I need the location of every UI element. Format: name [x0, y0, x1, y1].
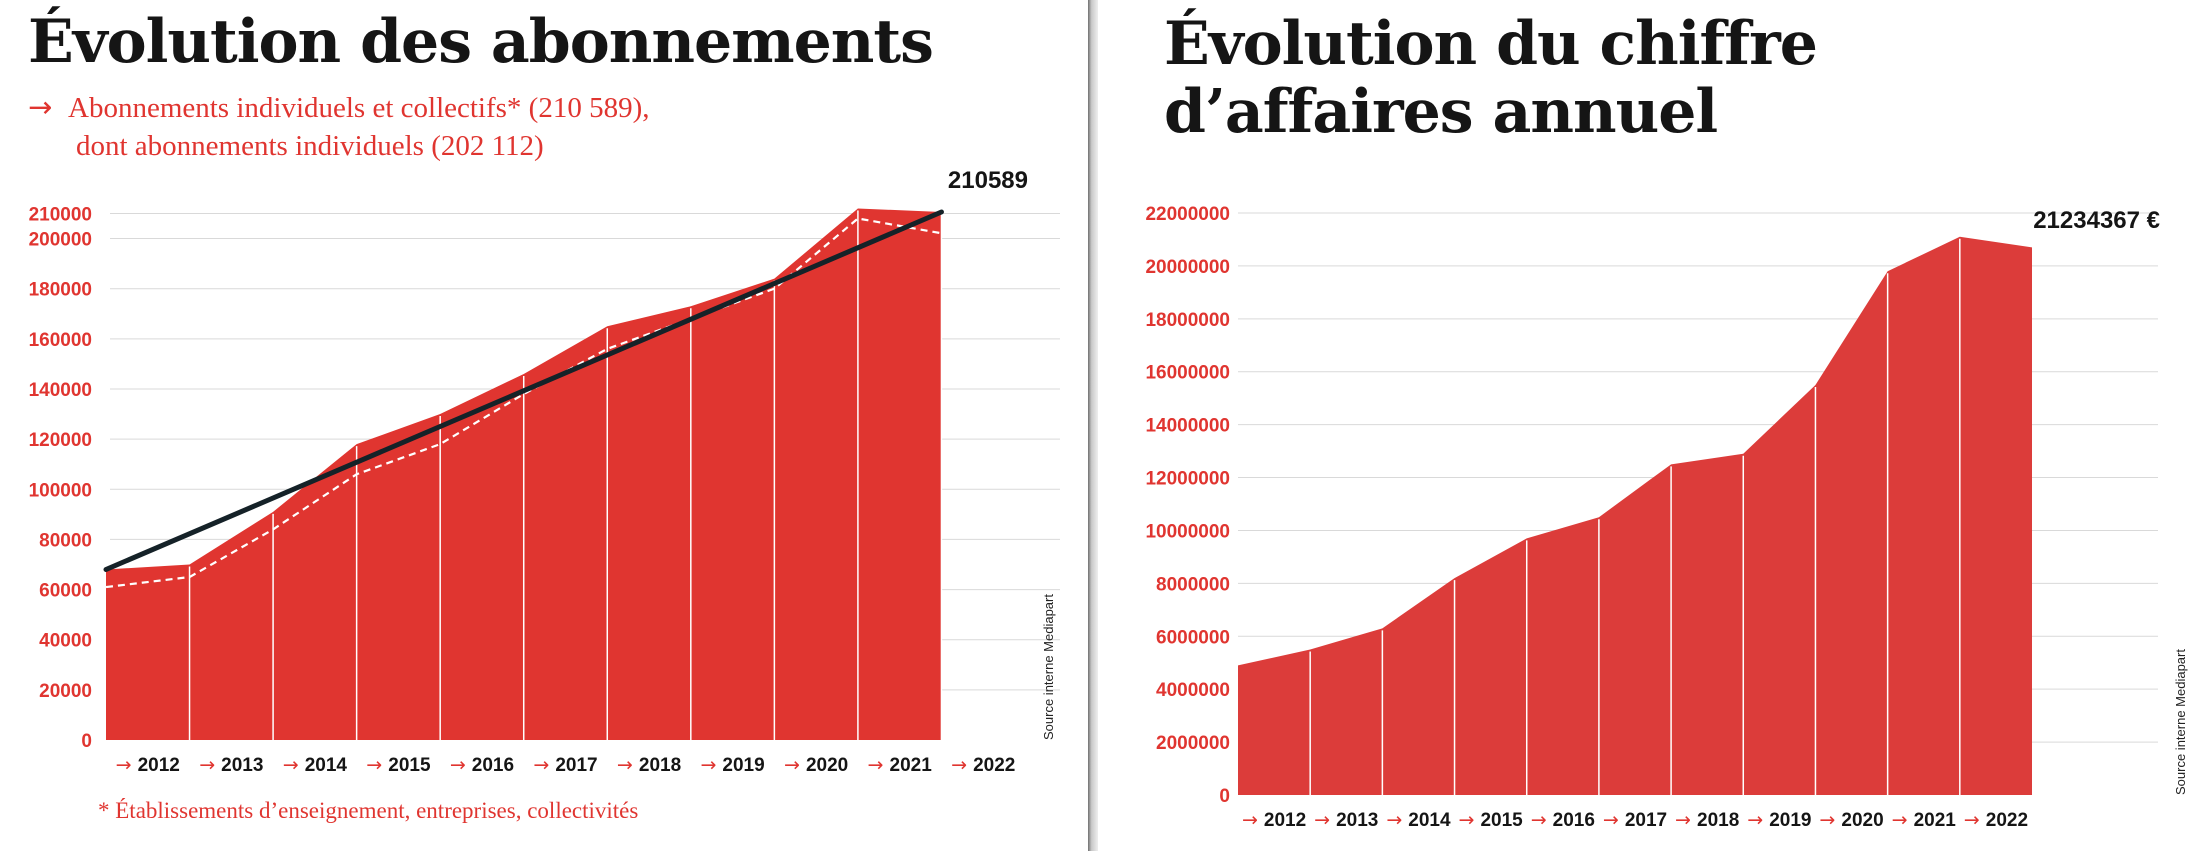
subscriptions-chart: 0 20000 40000 60000 80000 100000 120000 140000 1… — [29, 167, 1060, 776]
y-tick-label: 12000000 — [1145, 469, 1230, 490]
subtitle-line-1: Abonnements individuels et collectifs* (… — [68, 92, 650, 124]
x-tick-label: → 2022 — [951, 754, 1015, 776]
x-tick-label: → 2014 — [1386, 809, 1451, 831]
x-tick-label: → 2020 — [1819, 809, 1883, 831]
y-tick-label: 14000000 — [1145, 416, 1230, 437]
y-tick-label: 0 — [81, 731, 92, 752]
revenue-chart-title: Évolution du chiffre d’affaires annuel — [1164, 9, 1818, 147]
x-tick-label: → 2019 — [1747, 809, 1811, 831]
y-tick-label: 6000000 — [1156, 627, 1230, 648]
x-tick-label: → 2021 — [1892, 809, 1957, 831]
y-tick-label: 16000000 — [1145, 363, 1230, 384]
x-tick-label: → 2012 — [116, 754, 180, 776]
y-tick-label: 8000000 — [1156, 574, 1230, 595]
y-tick-label: 20000000 — [1145, 257, 1230, 278]
x-tick-label: → 2019 — [700, 754, 764, 776]
trend-line — [103, 209, 944, 573]
x-tick-label: → 2018 — [1675, 809, 1739, 831]
subtitle-line-2: dont abonnements individuels (202 112) — [76, 130, 544, 162]
x-tick-label: → 2016 — [450, 754, 514, 776]
y-tick-label: 20000 — [39, 681, 92, 702]
y-tick-label: 200000 — [29, 230, 92, 251]
y-tick-label: 18000000 — [1145, 310, 1230, 331]
x-tick-label: → 2014 — [283, 754, 348, 776]
arrow-right-icon: → — [28, 90, 53, 124]
dashed-series-line — [105, 217, 942, 589]
x-tick-label: → 2022 — [1964, 809, 2028, 831]
y-tick-label: 10000000 — [1145, 521, 1230, 542]
x-tick-label: → 2015 — [366, 754, 431, 776]
y-tick-label: 80000 — [39, 530, 92, 551]
revenue-title-line-2: d’affaires annuel — [1164, 77, 1718, 147]
x-tick-label: → 2015 — [1459, 809, 1524, 831]
y-tick-label: 60000 — [39, 581, 92, 602]
subscriptions-legend-text: → Abonnements individuels et collectifs* … — [28, 88, 650, 165]
left-panel: Évolution des abonnements → Abonnements i… — [0, 0, 1088, 851]
y-tick-label: 210000 — [29, 204, 92, 225]
page-fold-divider — [1088, 0, 1098, 851]
y-tick-label: 120000 — [29, 430, 92, 451]
y-tick-label: 4000000 — [1156, 680, 1230, 701]
subscriptions-chart-title: Évolution des abonnements — [28, 7, 934, 77]
revenue-chart: 0 2000000 4000000 6000000 8000000 10000000 120… — [1145, 204, 2188, 831]
y-tick-label: 180000 — [29, 280, 92, 301]
x-tick-label: → 2013 — [199, 754, 263, 776]
x-tick-label: → 2013 — [1314, 809, 1378, 831]
source-label: Source interne Mediapart — [1041, 594, 1056, 740]
y-tick-label: 40000 — [39, 631, 92, 652]
x-tick-label: → 2021 — [868, 754, 933, 776]
footnote: * Établissements d’enseignement, entrepr… — [98, 798, 639, 823]
x-tick-label: → 2012 — [1242, 809, 1306, 831]
x-tick-label: → 2020 — [784, 754, 848, 776]
x-tick-label: → 2018 — [617, 754, 681, 776]
x-tick-label: → 2016 — [1531, 809, 1595, 831]
x-tick-label: → 2017 — [533, 754, 597, 776]
y-tick-label: 140000 — [29, 380, 92, 401]
revenue-title-line-1: Évolution du chiffre — [1164, 9, 1818, 79]
area-series — [1238, 236, 2032, 796]
y-tick-label: 160000 — [29, 330, 92, 351]
peak-value-annotation: 21234367 € — [2033, 207, 2160, 234]
source-label: Source interne Mediapart — [2173, 649, 2188, 795]
y-tick-label: 0 — [1219, 786, 1230, 807]
y-tick-label: 100000 — [29, 480, 92, 501]
right-panel: Évolution du chiffre d’affaires annuel 0… — [1098, 0, 2200, 851]
y-tick-label: 22000000 — [1145, 204, 1230, 225]
peak-value-annotation: 210589 — [948, 167, 1028, 194]
x-tick-label: → 2017 — [1603, 809, 1667, 831]
y-tick-label: 2000000 — [1156, 733, 1230, 754]
